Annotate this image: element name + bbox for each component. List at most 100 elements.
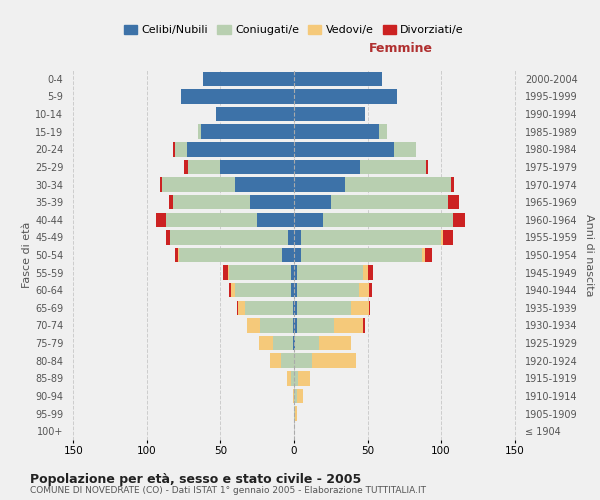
Bar (297, 300, 352, 315)
Bar (173, 142, 175, 156)
Bar (245, 300, 293, 315)
Bar (293, 336, 294, 350)
Bar (259, 336, 274, 350)
Bar (229, 266, 291, 280)
Bar (294, 318, 297, 332)
Bar (294, 371, 298, 386)
Bar (166, 212, 257, 227)
Bar (369, 283, 372, 298)
Bar (451, 178, 454, 192)
Bar (202, 124, 294, 139)
Bar (238, 300, 245, 315)
Bar (294, 160, 360, 174)
Bar (294, 388, 297, 403)
Bar (288, 230, 294, 244)
Bar (294, 283, 297, 298)
Bar (294, 354, 311, 368)
Bar (441, 230, 443, 244)
Bar (394, 142, 416, 156)
Bar (231, 283, 235, 298)
Bar (301, 230, 441, 244)
Bar (235, 178, 294, 192)
Bar (368, 266, 373, 280)
Bar (203, 72, 294, 86)
Bar (294, 300, 297, 315)
Bar (294, 107, 365, 122)
Y-axis label: Anni di nascita: Anni di nascita (584, 214, 595, 296)
Text: Popolazione per età, sesso e stato civile - 2005: Popolazione per età, sesso e stato civil… (30, 472, 361, 486)
Y-axis label: Fasce di età: Fasce di età (22, 222, 32, 288)
Bar (448, 195, 459, 210)
Bar (161, 178, 235, 192)
Bar (297, 283, 359, 298)
Bar (250, 195, 294, 210)
Bar (199, 124, 202, 139)
Bar (360, 160, 427, 174)
Bar (291, 283, 294, 298)
Bar (301, 248, 422, 262)
Bar (294, 336, 295, 350)
Bar (453, 212, 464, 227)
Bar (369, 300, 370, 315)
Bar (229, 283, 231, 298)
Legend: Celibi/Nubili, Coniugati/e, Vedovi/e, Divorziati/e: Celibi/Nubili, Coniugati/e, Vedovi/e, Di… (119, 20, 469, 40)
Bar (187, 142, 294, 156)
Bar (175, 248, 178, 262)
Bar (352, 300, 369, 315)
Bar (260, 318, 293, 332)
Bar (294, 89, 397, 104)
Bar (294, 266, 297, 280)
Bar (291, 266, 294, 280)
Bar (334, 318, 363, 332)
Bar (331, 195, 448, 210)
Bar (297, 266, 363, 280)
Bar (274, 336, 293, 350)
Bar (294, 230, 301, 244)
Bar (427, 160, 428, 174)
Bar (281, 354, 294, 368)
Bar (363, 318, 365, 332)
Bar (294, 248, 301, 262)
Text: Femmine: Femmine (369, 42, 433, 55)
Bar (156, 212, 166, 227)
Bar (297, 318, 334, 332)
Bar (294, 178, 346, 192)
Bar (169, 195, 173, 210)
Bar (293, 388, 294, 403)
Bar (294, 195, 331, 210)
Bar (293, 300, 294, 315)
Bar (181, 89, 294, 104)
Bar (295, 336, 319, 350)
Bar (294, 142, 394, 156)
Bar (294, 406, 295, 421)
Bar (223, 266, 228, 280)
Bar (175, 142, 187, 156)
Bar (311, 354, 356, 368)
Bar (257, 212, 294, 227)
Bar (170, 230, 288, 244)
Bar (363, 266, 368, 280)
Bar (271, 354, 281, 368)
Bar (228, 266, 229, 280)
Bar (298, 371, 310, 386)
Bar (379, 124, 386, 139)
Bar (295, 406, 297, 421)
Bar (235, 283, 291, 298)
Bar (359, 283, 369, 298)
Bar (184, 160, 188, 174)
Bar (282, 248, 294, 262)
Bar (236, 300, 238, 315)
Bar (166, 230, 170, 244)
Bar (178, 248, 179, 262)
Bar (323, 212, 453, 227)
Bar (293, 318, 294, 332)
Bar (220, 160, 294, 174)
Bar (179, 248, 282, 262)
Bar (188, 160, 220, 174)
Text: COMUNE DI NOVEDRATE (CO) - Dati ISTAT 1° gennaio 2005 - Elaborazione TUTTITALIA.: COMUNE DI NOVEDRATE (CO) - Dati ISTAT 1°… (30, 486, 426, 495)
Bar (297, 388, 303, 403)
Bar (173, 195, 250, 210)
Bar (319, 336, 352, 350)
Bar (294, 124, 379, 139)
Bar (216, 107, 294, 122)
